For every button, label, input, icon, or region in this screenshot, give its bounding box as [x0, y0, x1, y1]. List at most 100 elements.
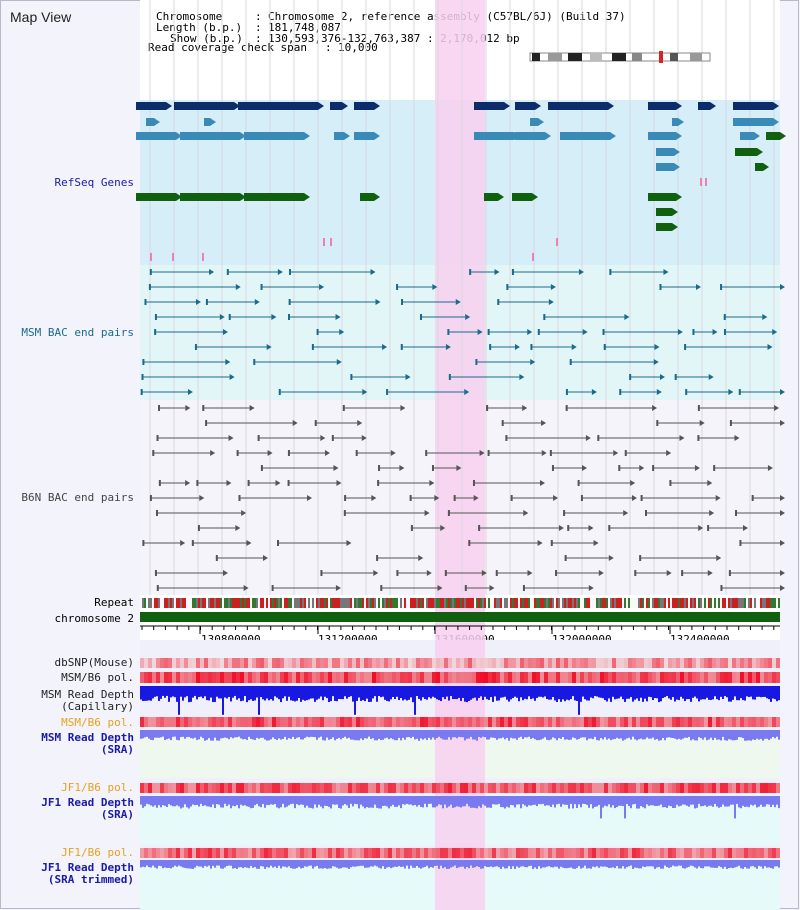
pol-cell: [456, 658, 460, 668]
depth-bar: [560, 796, 562, 807]
pol-cell: [668, 783, 672, 793]
b6n-bac-pair-end: [287, 480, 290, 486]
repeat-mark: [380, 598, 382, 608]
depth-bar: [340, 686, 342, 700]
pol-cell: [164, 658, 168, 668]
depth-bar: [150, 686, 152, 701]
pol-cell: [180, 783, 184, 793]
repeat-mark: [308, 598, 310, 608]
jf1-sra-label-1[interactable]: JF1 Read Depth: [41, 796, 134, 809]
depth-bar: [632, 730, 634, 737]
depth-bar: [286, 860, 288, 868]
depth-bar: [186, 860, 188, 869]
pol-cell: [608, 717, 612, 727]
pol-cell: [460, 783, 464, 793]
depth-bar: [304, 796, 306, 808]
depth-bar: [480, 860, 482, 869]
msm-capillary-label-2[interactable]: (Capillary): [61, 700, 134, 713]
depth-bar: [726, 860, 728, 869]
depth-bar: [652, 730, 654, 738]
depth-bar: [232, 686, 234, 698]
msm-bac-pair-end: [288, 299, 291, 305]
repeat-mark: [642, 598, 644, 608]
msm-pol-track-label[interactable]: MSM/B6 pol.: [61, 671, 134, 684]
repeat-mark: [680, 598, 682, 608]
depth-bar: [504, 686, 506, 697]
repeat-mark: [626, 598, 628, 608]
depth-bar: [308, 860, 310, 866]
depth-bar: [664, 686, 666, 698]
jf1t-pol-track-label[interactable]: JF1/B6 pol.: [61, 846, 134, 859]
pol-cell: [744, 658, 748, 668]
msm-sra-label-1[interactable]: MSM Read Depth: [41, 731, 134, 744]
repeat-mark: [312, 598, 314, 608]
pol-cell: [744, 717, 748, 727]
depth-bar: [228, 860, 230, 866]
gene-feature: [354, 102, 374, 110]
jf1-sra-label-2[interactable]: (SRA): [100, 808, 134, 821]
pol-cell: [248, 783, 252, 793]
b6n-bac-pair-arrow: [180, 540, 186, 546]
repeat-mark: [346, 598, 348, 608]
depth-bar: [654, 686, 656, 699]
pol-cell: [420, 848, 424, 858]
depth-bar: [366, 686, 368, 699]
msm-sra-pol-track-label[interactable]: MSM/B6 pol.: [61, 716, 134, 729]
pol-cell: [248, 717, 252, 727]
depth-bar: [578, 686, 580, 715]
b6n-bac-pair-end: [472, 480, 475, 486]
pol-cell: [432, 783, 436, 793]
pol-cell: [616, 672, 620, 683]
pol-cell: [388, 717, 392, 727]
repeat-mark: [552, 598, 554, 608]
depth-bar: [152, 796, 154, 807]
pol-cell: [716, 672, 720, 683]
depth-bar: [472, 686, 474, 699]
depth-bar: [152, 686, 154, 699]
depth-bar: [636, 860, 638, 868]
depth-bar: [226, 686, 228, 699]
pol-cell: [732, 848, 736, 858]
depth-bar: [256, 796, 258, 804]
gene-strand-arrow: [610, 132, 616, 140]
msm-bac-track-label[interactable]: MSM BAC end pairs: [21, 326, 134, 339]
depth-bar: [554, 860, 556, 867]
jf1-pol-track-label[interactable]: JF1/B6 pol.: [61, 781, 134, 794]
depth-bar: [550, 860, 552, 868]
pol-cell: [708, 783, 712, 793]
depth-bar: [212, 686, 214, 703]
pol-cell: [476, 783, 480, 793]
dbsnp-track-label[interactable]: dbSNP(Mouse): [54, 656, 134, 669]
depth-bar: [270, 796, 272, 805]
repeat-mark: [152, 598, 154, 608]
repeat-mark: [534, 598, 536, 608]
pol-cell: [384, 783, 388, 793]
depth-bar: [318, 860, 320, 869]
depth-bar: [308, 796, 310, 808]
page-title: Map View: [10, 9, 72, 25]
b6n-bac-track-label[interactable]: B6N BAC end pairs: [21, 491, 134, 504]
msm-capillary-label-1[interactable]: MSM Read Depth: [41, 688, 134, 701]
depth-bar: [250, 686, 252, 700]
depth-bar: [570, 686, 572, 700]
pol-cell: [380, 848, 384, 858]
pol-cell: [400, 848, 404, 858]
depth-bar: [146, 796, 148, 804]
repeat-mark: [488, 598, 490, 608]
jf1t-sra-label-1[interactable]: JF1 Read Depth: [41, 861, 134, 874]
repeat-mark: [708, 598, 710, 608]
jf1t-sra-label-2[interactable]: (SRA trimmed): [47, 873, 134, 886]
pol-cell: [168, 783, 172, 793]
depth-bar: [168, 796, 170, 805]
pol-cell: [564, 717, 568, 727]
depth-bar: [518, 730, 520, 738]
depth-bar: [610, 686, 612, 702]
depth-bar: [540, 796, 542, 805]
depth-bar: [682, 860, 684, 869]
repeat-mark: [254, 598, 256, 608]
depth-bar: [380, 796, 382, 809]
pol-cell: [340, 658, 344, 668]
refseq-track-label[interactable]: RefSeq Genes: [54, 176, 134, 189]
msm-sra-label-2[interactable]: (SRA): [100, 743, 134, 756]
